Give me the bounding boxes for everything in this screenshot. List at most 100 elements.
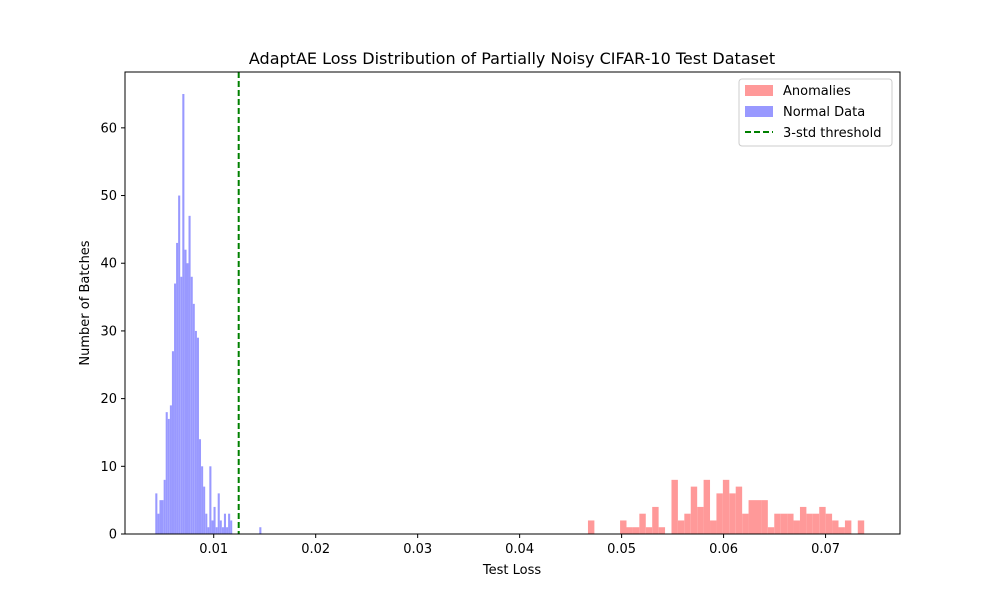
normal-data-bar [196,337,199,534]
normal-data-bar [215,527,218,534]
normal-data-bar [174,283,177,534]
anomalies-bar [710,520,717,534]
plot-area-frame [124,71,901,535]
normal-data-bar [186,263,189,534]
normal-data-bar [228,513,231,534]
x-tick-label: 0.07 [811,542,840,557]
normal-data-bar [161,500,164,534]
anomalies-bar [716,493,723,534]
x-axis-ticks: 0.01 0.02 0.03 0.04 0.05 0.06 0.07 [199,534,840,557]
normal-data-bar [209,466,212,534]
normal-data-bar [201,466,204,534]
legend-box [738,78,893,147]
anomalies-bar [626,527,633,534]
normal-data-bars [155,94,262,535]
y-axis-ticks: 0 10 20 30 40 50 60 [100,121,125,543]
anomalies-bar [780,513,788,534]
normal-data-bar [203,486,206,534]
x-tick-label: 0.05 [607,542,636,557]
legend-label-anomalies: Anomalies [783,84,851,99]
normal-data-bar [165,412,168,534]
anomalies-bar [832,520,839,534]
normal-data-bar [155,493,158,534]
normal-data-bar [205,513,208,534]
normal-data-bar [188,215,191,534]
normal-data-bar [190,276,193,534]
anomalies-bar [812,513,820,534]
normal-data-bar [159,500,162,534]
anomalies-bar [774,513,781,534]
anomalies-bar [748,500,755,534]
legend-swatch-normal-data [745,106,773,117]
anomalies-bar [632,527,640,534]
x-tick-label: 0.02 [301,542,330,557]
anomalies-bar [735,486,743,534]
normal-data-bar [207,527,210,534]
normal-data-bar [223,513,226,534]
anomalies-bar [799,506,807,534]
anomalies-bar [620,520,627,534]
normal-data-bar [180,276,183,534]
x-axis-label: Test Loss [482,563,541,578]
y-tick-label: 20 [100,392,117,407]
x-tick-label: 0.04 [505,542,534,557]
anomalies-bar [742,513,749,534]
normal-data-bar [259,527,262,534]
anomalies-bar [838,527,845,534]
anomalies-bar [658,527,666,534]
normal-data-bar [182,94,185,534]
normal-data-bar [230,520,233,534]
normal-data-bar [184,249,187,534]
normal-data-bar [167,418,170,534]
anomalies-bar [819,506,826,534]
normal-data-bar [213,506,216,534]
normal-data-bar [169,405,172,534]
anomalies-bar [671,479,678,534]
y-tick-label: 60 [100,121,117,136]
normal-data-bar [163,479,166,534]
anomalies-bar [806,513,813,534]
normal-data-bar [217,493,220,534]
anomalies-bar [722,479,730,534]
normal-data-bar [194,330,197,534]
normal-data-bar [219,520,222,534]
legend-label-normal-data: Normal Data [783,105,865,120]
anomalies-bars [587,479,865,534]
legend-swatch-anomalies [745,85,773,96]
normal-data-bar [226,527,229,534]
normal-data-bar [157,513,160,534]
y-tick-label: 50 [100,189,117,204]
anomalies-bar [684,513,691,534]
y-axis-label: Number of Batches [78,240,93,365]
anomalies-bar [787,513,794,534]
chart-title: AdaptAE Loss Distribution of Partially N… [249,49,775,68]
anomalies-bar [793,520,800,534]
x-tick-label: 0.03 [403,542,432,557]
anomalies-bar [639,513,646,534]
y-tick-label: 30 [100,324,117,339]
legend-label-threshold: 3-std threshold [783,126,881,141]
anomalies-bar [652,506,659,534]
y-tick-label: 40 [100,257,117,272]
normal-data-bar [192,303,195,534]
normal-data-bar [178,195,181,535]
anomalies-bar [844,520,852,534]
y-tick-label: 0 [109,528,117,543]
legend: Anomalies Normal Data 3-std threshold [738,78,893,147]
anomalies-bar [857,520,865,534]
anomalies-bar [677,520,685,534]
normal-data-bar [176,242,179,534]
anomalies-bar [754,500,762,534]
normal-data-bar [198,439,202,534]
anomalies-bar [767,527,775,534]
x-tick-label: 0.06 [709,542,738,557]
anomalies-bar [825,513,833,534]
anomalies-bar [729,493,736,534]
anomalies-bar [690,486,698,534]
anomalies-bar [703,479,711,534]
anomalies-bar [761,500,768,534]
anomalies-bar [697,506,704,534]
anomalies-bar [587,520,595,534]
normal-data-bar [221,527,224,534]
